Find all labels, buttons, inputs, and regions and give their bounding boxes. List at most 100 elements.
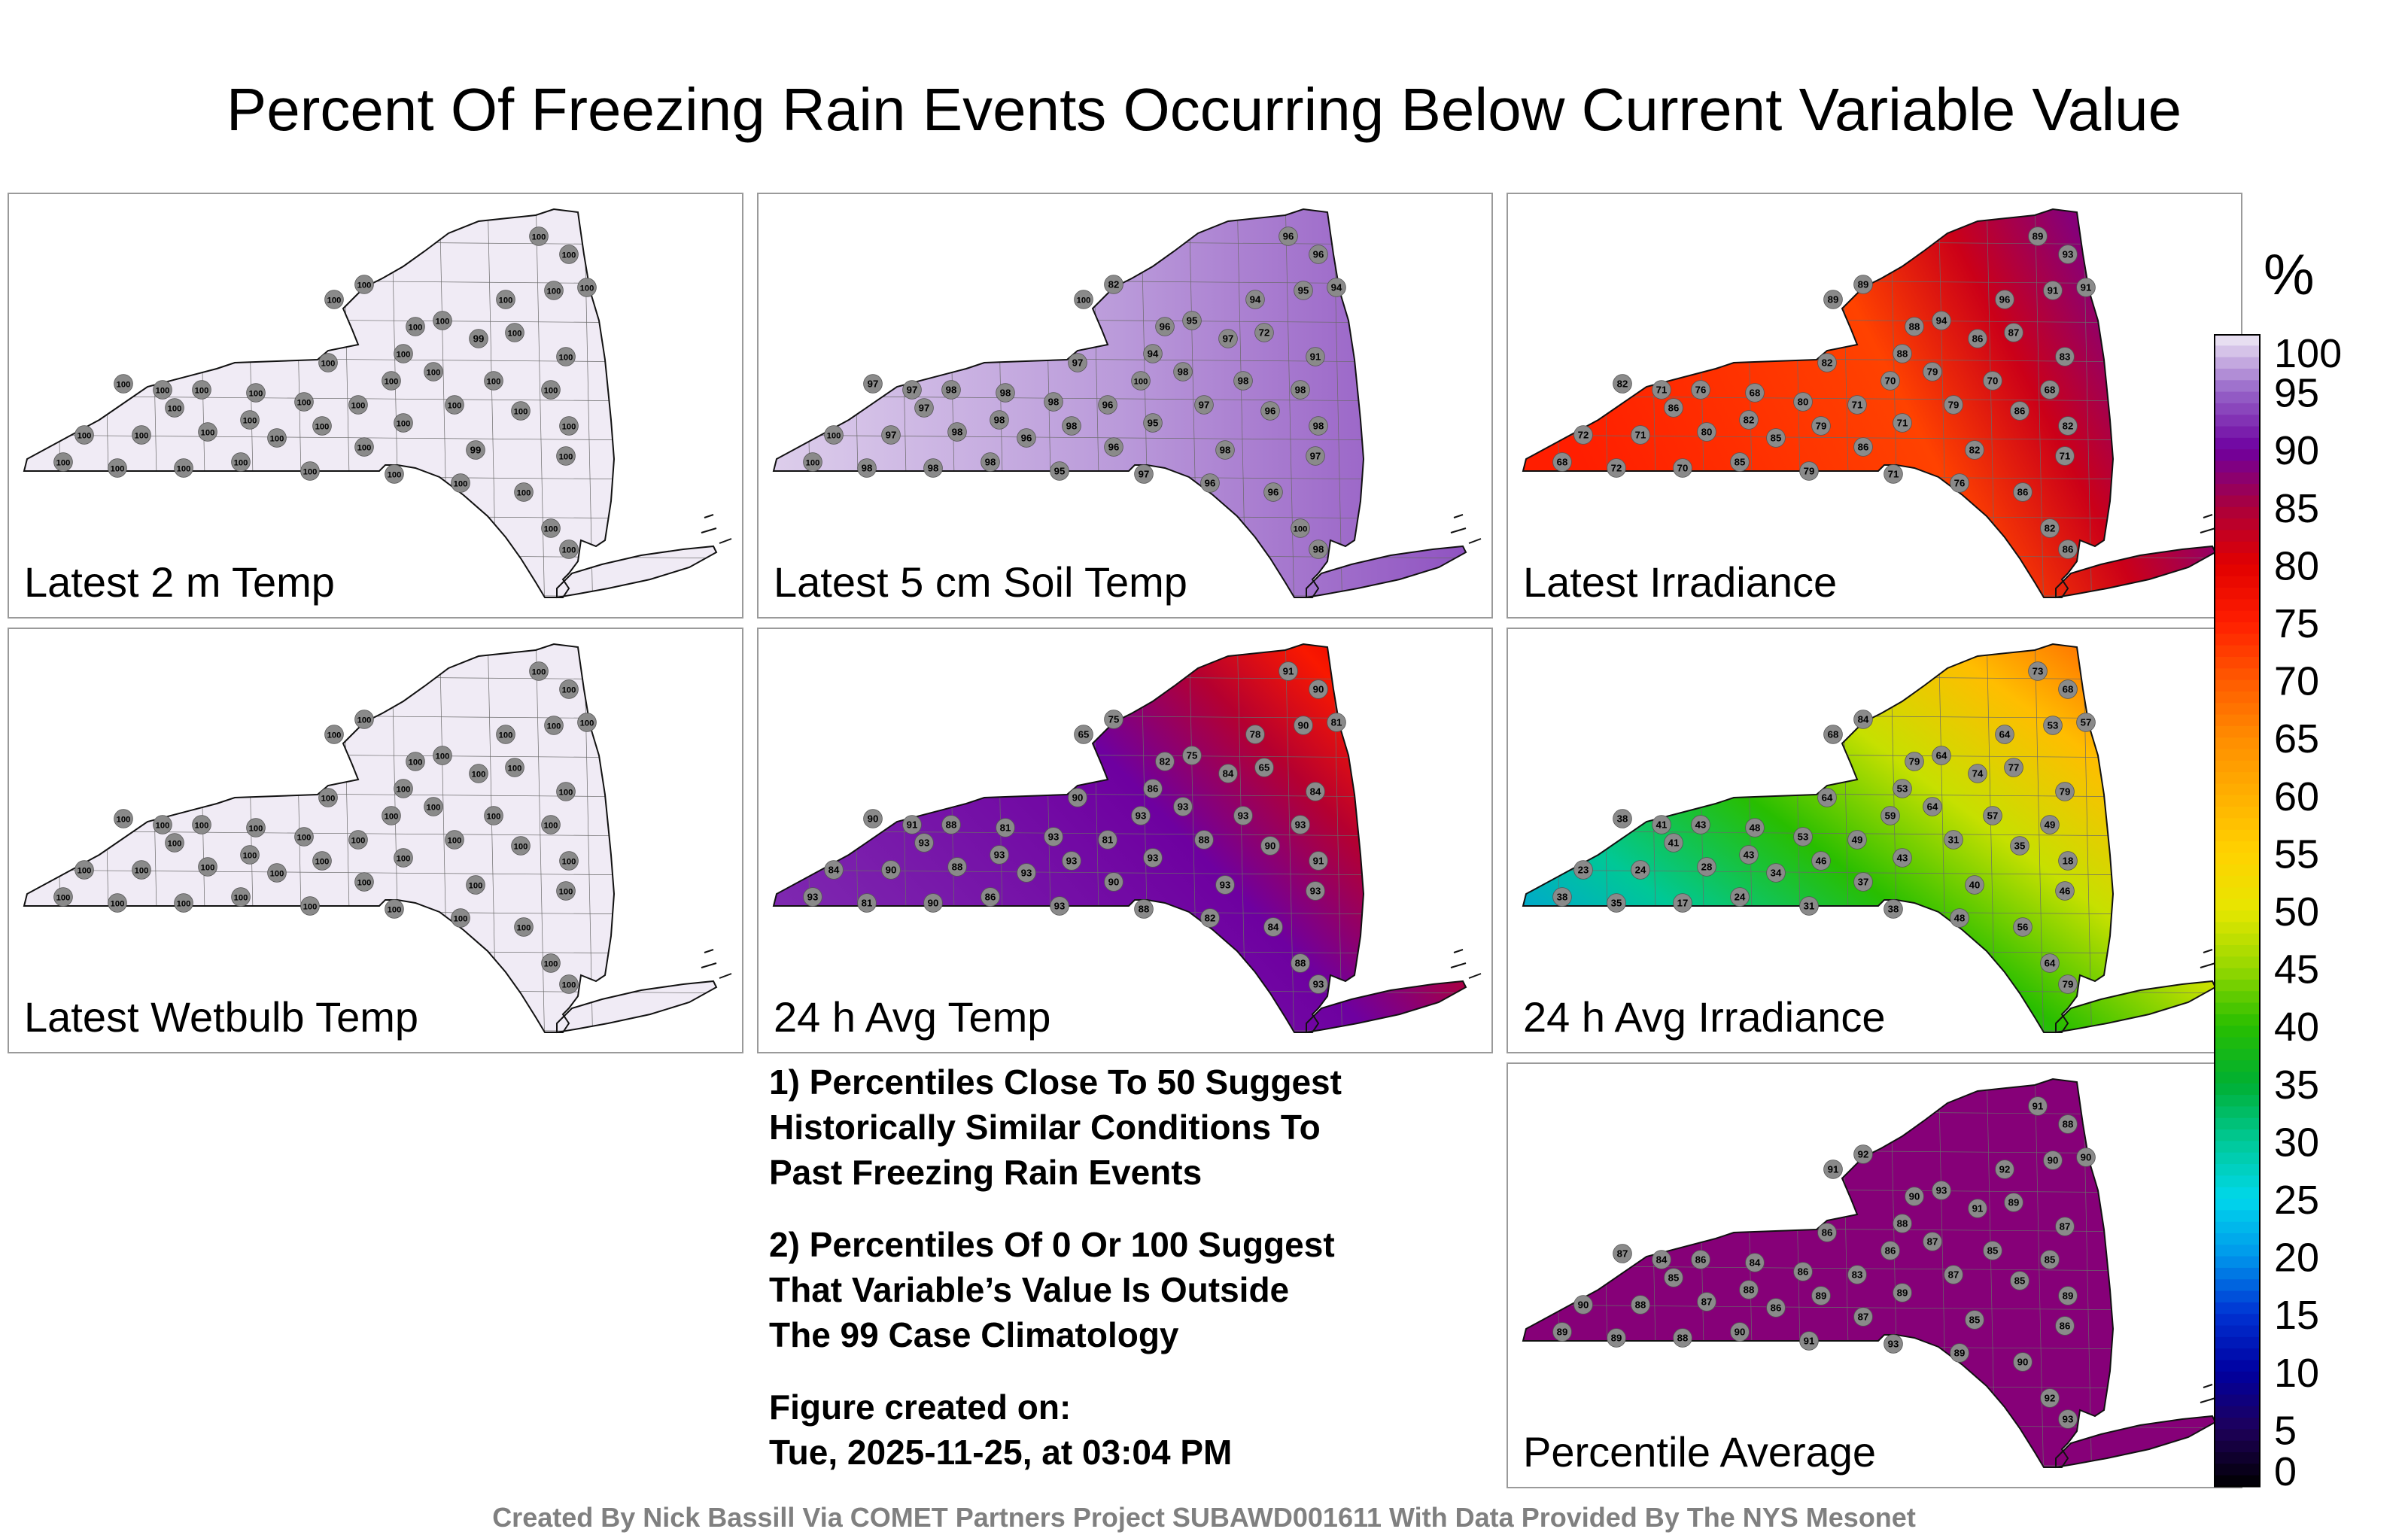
station-marker: 86: [1664, 398, 1683, 418]
station-value: 71: [1852, 400, 1863, 411]
station-marker: 71: [2055, 446, 2075, 466]
station-marker: 70: [1880, 371, 1900, 391]
station-marker: 100: [318, 788, 338, 807]
colorbar-segment: [2214, 1325, 2261, 1338]
station-value: 17: [1677, 898, 1689, 909]
station-value: 94: [1148, 348, 1159, 360]
notes-text: 1) Percentiles Close To 50 Suggest Histo…: [769, 1059, 1476, 1502]
station-marker: 100: [394, 344, 413, 363]
station-value: 100: [547, 287, 561, 296]
station-marker: 80: [1793, 392, 1813, 412]
station-marker: 82: [2058, 416, 2078, 436]
colorbar-segment: [2214, 622, 2261, 634]
station-value: 43: [1744, 850, 1755, 861]
station-marker: 85: [1983, 1241, 2002, 1260]
state-outline: [1522, 208, 2115, 598]
station-value: 95: [1054, 466, 1066, 477]
station-value: 100: [544, 525, 558, 534]
station-value: 89: [2033, 231, 2044, 242]
station-marker: 84: [1652, 1250, 1671, 1269]
station-value: 74: [1972, 768, 1984, 780]
panel-latest-wetbulb-temp: 100 100 100 100 100 100 100 100 100 100 100 100 100 1…: [8, 628, 743, 1053]
state-map: 91 90 90 81 78 75 75 65 82 84 65 84 86 90 93 93 93 93 93 90…: [772, 643, 1482, 1034]
station-marker: 100: [577, 278, 597, 297]
station-value: 68: [1828, 729, 1839, 740]
station-marker: 93: [803, 887, 822, 907]
colorbar-segment: [2214, 449, 2261, 462]
station-value: 90: [2048, 1155, 2059, 1166]
station-marker: 88: [1739, 1280, 1759, 1299]
station-value: 23: [1578, 865, 1589, 876]
station-marker: 100: [174, 893, 193, 913]
station-value: 91: [907, 819, 918, 831]
station-marker: 100: [312, 416, 332, 436]
colorbar-segment: [2214, 1014, 2261, 1026]
station-value: 100: [297, 399, 312, 408]
station-marker: 100: [556, 881, 576, 901]
station-marker: 93: [1884, 1334, 1903, 1354]
station-value: 76: [1954, 478, 1966, 489]
station-value: 64: [1927, 801, 1938, 813]
panel-24h-avg-temp: 91 90 90 81 78 75 75 65 82 84 65 84 86 90 93 93 93 93 93 90…: [757, 628, 1493, 1053]
colorbar-segment: [2214, 1095, 2261, 1108]
station-marker: 100: [240, 845, 260, 865]
colorbar-segment: [2214, 1418, 2261, 1430]
colorbar-segment: [2214, 588, 2261, 600]
station-value: 82: [1108, 279, 1120, 290]
colorbar-unit-label: %: [2264, 243, 2315, 307]
station-value: 100: [177, 900, 191, 909]
station-marker: 91: [1278, 661, 1298, 681]
station-marker: 100: [198, 422, 217, 442]
station-value: 100: [117, 816, 131, 825]
station-value: 90: [868, 813, 879, 825]
station-value: 93: [1295, 819, 1306, 831]
station-marker: 100: [433, 311, 452, 330]
station-marker: 86: [1968, 329, 1987, 348]
station-marker: 17: [1673, 893, 1692, 913]
station-marker: 35: [1607, 893, 1626, 913]
station-value: 78: [1250, 729, 1261, 740]
station-value: 98: [1313, 421, 1324, 432]
station-marker: 100: [544, 281, 564, 300]
station-marker: 64: [1932, 746, 1951, 765]
station-value: 100: [508, 764, 522, 774]
station-value: 97: [1199, 400, 1210, 411]
colorbar-segment: [2214, 368, 2261, 381]
island-mark: [1450, 527, 1467, 533]
station-marker: 100: [108, 893, 127, 913]
station-marker: 100: [514, 482, 534, 502]
station-marker: 38: [1552, 887, 1572, 907]
station-value: 97: [1310, 451, 1321, 462]
station-value: 98: [1295, 385, 1306, 396]
colorbar-segment: [2214, 1117, 2261, 1130]
colorbar-segment: [2214, 506, 2261, 519]
station-value: 92: [2045, 1393, 2056, 1404]
station-marker: 91: [2043, 281, 2063, 300]
station-marker: 92: [1853, 1144, 1873, 1164]
station-marker: 38: [1884, 899, 1903, 919]
station-marker: 79: [1811, 416, 1831, 436]
station-marker: 53: [1893, 779, 1912, 798]
station-value: 82: [2063, 421, 2074, 432]
station-marker: 88: [1194, 830, 1214, 850]
colorbar-tick-label: 75: [2274, 601, 2319, 646]
station-value: 68: [2063, 684, 2074, 695]
station-marker: 88: [2058, 1114, 2078, 1134]
colorbar-segment: [2214, 1037, 2261, 1050]
state-outline: [556, 980, 718, 1034]
station-value: 75: [1108, 714, 1120, 725]
colorbar-segment: [2214, 1210, 2261, 1223]
station-marker: 93: [1062, 851, 1081, 871]
station-marker: 82: [2040, 518, 2060, 538]
station-value: 100: [156, 822, 170, 831]
station-value: 100: [249, 390, 263, 399]
station-marker: 82: [1817, 353, 1837, 372]
station-marker: 100: [294, 392, 314, 412]
station-value: 79: [1927, 366, 1938, 378]
figure-created-timestamp: Tue, 2025-11-25, at 03:04 PM: [769, 1433, 1233, 1472]
state-map: 96 96 95 94 94 95 82 100 96 97 72 91 94 97 98 100 98 98 98…: [772, 208, 1482, 599]
station-value: 100: [397, 855, 411, 864]
station-value: 82: [1969, 445, 1981, 456]
station-marker: 100: [53, 452, 73, 472]
station-value: 57: [2081, 717, 2092, 728]
